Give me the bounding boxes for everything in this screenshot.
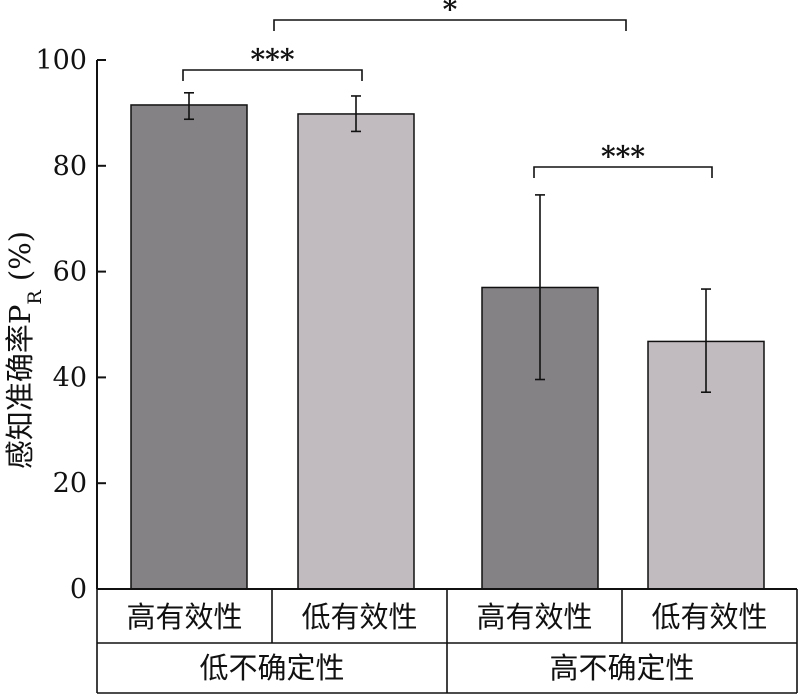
y-tick-label-80: 80: [53, 151, 87, 182]
significance-label-2: ***: [601, 140, 645, 173]
category-label-3: 低有效性: [651, 600, 767, 634]
group-label-0: 低不确定性: [199, 651, 344, 685]
bar-1: [297, 113, 415, 590]
y-tick-label-100: 100: [35, 45, 87, 76]
y-axis-title-subscript: R: [24, 290, 46, 305]
category-label-1: 低有效性: [301, 600, 417, 634]
group-label-1: 高不确定性: [549, 651, 694, 685]
category-label-2: 高有效性: [476, 600, 592, 634]
bar-0: [130, 104, 248, 590]
y-axis-title: 感知准确率PR (%): [3, 231, 46, 469]
significance-brackets: *******: [182, 0, 713, 178]
category-label-0: 高有效性: [126, 600, 242, 634]
y-axis: 0 20 40 60 80 100: [35, 45, 106, 605]
bars: [130, 104, 765, 590]
significance-label-0: ***: [251, 43, 295, 76]
significance-bracket-1: [273, 19, 627, 31]
y-axis-title-main: 感知准确率P: [3, 305, 37, 470]
y-tick-label-40: 40: [53, 362, 87, 393]
significance-label-1: *: [443, 0, 458, 26]
significance-bracket-2: [533, 166, 713, 178]
y-tick-label-0: 0: [70, 574, 87, 605]
error-bars: [184, 91, 711, 394]
y-tick-label-20: 20: [53, 468, 87, 499]
y-tick-label-60: 60: [53, 257, 87, 288]
y-axis-title-unit: (%): [3, 231, 37, 290]
significance-bracket-0: [182, 69, 363, 81]
